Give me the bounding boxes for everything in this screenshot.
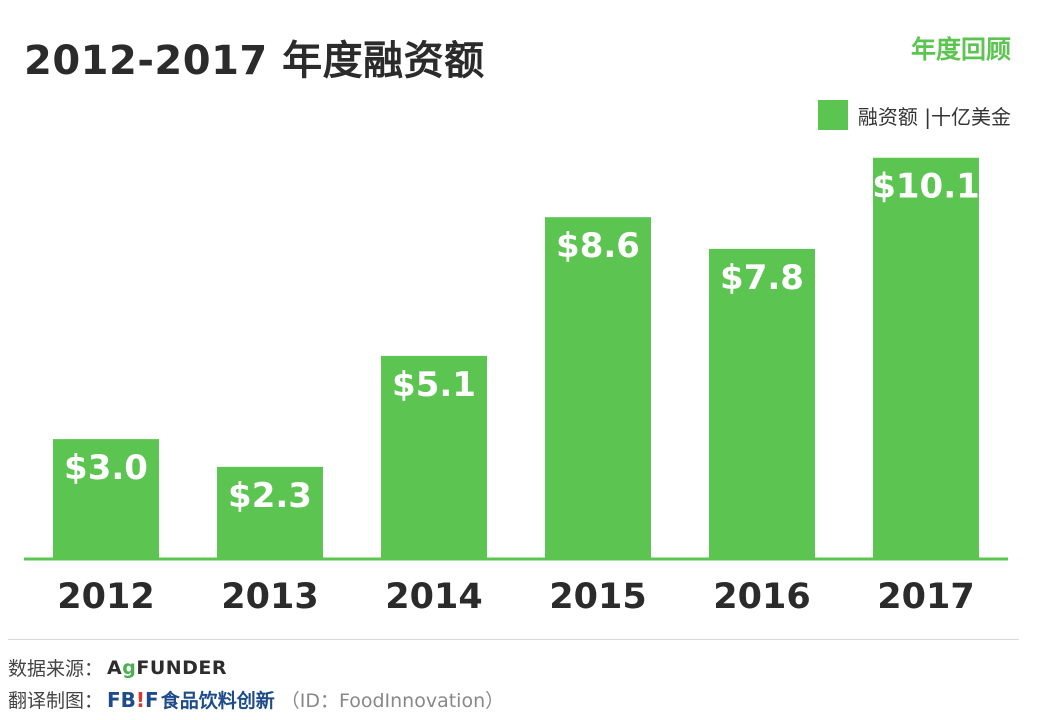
- bar-2015: [545, 217, 651, 558]
- x-tick-2014: 2014: [385, 577, 482, 617]
- translation-label: 翻译制图：: [8, 690, 104, 712]
- chart-title: 2012-2017 年度融资额: [24, 38, 485, 84]
- bar-label-2014: $5.1: [392, 365, 476, 405]
- bar-2016: [709, 248, 815, 558]
- x-tick-2016: 2016: [713, 577, 810, 617]
- legend-label: 融资额 |十亿美金: [857, 104, 1011, 129]
- footer-divider: [8, 639, 1019, 640]
- bar-label-2017: $10.1: [872, 167, 980, 207]
- section-tag: 年度回顾: [910, 35, 1011, 64]
- credit-line: 翻译制图： FB!F 食品饮料创新 （ID：FoodInnovation）: [8, 686, 504, 713]
- bar-2013: [217, 466, 323, 558]
- bar-label-2015: $8.6: [556, 226, 640, 266]
- x-tick-2012: 2012: [57, 577, 154, 617]
- source-label: 数据来源：: [8, 658, 104, 680]
- x-tick-2013: 2013: [221, 577, 318, 617]
- x-tick-2015: 2015: [549, 577, 646, 617]
- fbif-logo: FB!F: [107, 687, 159, 712]
- bar-2014: [381, 355, 487, 558]
- agfunder-logo: AgFUNDER: [107, 656, 228, 679]
- legend-swatch: [817, 100, 848, 130]
- bar-label-2012: $3.0: [64, 448, 148, 488]
- bar-2017: [873, 157, 979, 559]
- fbif-id: （ID：FoodInnovation）: [280, 690, 505, 712]
- bar-label-2013: $2.3: [228, 476, 312, 516]
- bar-2012: [53, 439, 159, 558]
- legend: 融资额 |十亿美金: [817, 100, 1011, 130]
- bar-chart: $3.0 2012 $2.3 2013 $5.1 2014 $8.6 2015 $7.8 2016…: [24, 157, 1008, 617]
- fbif-name: 食品饮料创新: [160, 690, 275, 712]
- x-tick-2017: 2017: [877, 577, 974, 617]
- bar-label-2016: $7.8: [720, 258, 804, 298]
- source-line: 数据来源： AgFUNDER: [8, 654, 227, 681]
